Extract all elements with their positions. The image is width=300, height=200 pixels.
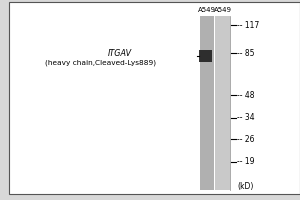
Text: ITGAV: ITGAV <box>108 48 132 58</box>
Text: (heavy chain,Cleaved-Lys889): (heavy chain,Cleaved-Lys889) <box>45 60 156 66</box>
Text: -- 19: -- 19 <box>237 158 254 166</box>
Text: -- 85: -- 85 <box>237 48 254 58</box>
Bar <box>199 50 212 62</box>
Bar <box>215 16 230 190</box>
Bar <box>200 16 214 190</box>
Text: A549: A549 <box>198 7 216 13</box>
Text: (kD): (kD) <box>237 182 253 190</box>
Text: -- 34: -- 34 <box>237 114 255 122</box>
Text: A549: A549 <box>214 7 232 13</box>
Text: -- 117: -- 117 <box>237 21 259 29</box>
Text: -- 26: -- 26 <box>237 134 254 144</box>
Text: -- 48: -- 48 <box>237 90 254 99</box>
